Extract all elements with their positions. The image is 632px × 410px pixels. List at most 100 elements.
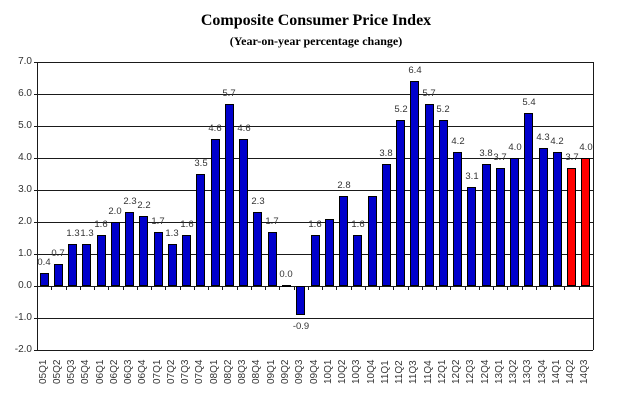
bar [453, 152, 462, 286]
bar-value-label: 1.6 [180, 219, 194, 230]
bar-value-label: 4.6 [237, 123, 251, 134]
axis-tick [94, 286, 95, 290]
y-axis-label: 4.0 [18, 152, 32, 163]
bar-value-label: 3.8 [379, 148, 393, 159]
bar-value-label: 4.2 [451, 136, 465, 147]
axis-tick [479, 286, 480, 290]
bar-value-label: 1.7 [151, 216, 165, 227]
x-axis-label: 05Q3 [66, 359, 77, 384]
bar-value-label: 1.7 [265, 216, 279, 227]
y-axis-label: -1.0 [14, 312, 32, 323]
bar [40, 273, 49, 286]
bar-value-label: 1.3 [165, 228, 179, 239]
y-axis-label: 3.0 [18, 184, 32, 195]
bar [253, 212, 262, 286]
axis-tick [322, 286, 323, 290]
x-axis-label: 14Q3 [579, 359, 590, 384]
axis-tick [351, 286, 352, 290]
bar-value-label: 3.1 [465, 171, 479, 182]
bar-value-label: 5.4 [522, 97, 536, 108]
x-axis-label: 06Q3 [123, 359, 134, 384]
bar-value-label: 1.3 [66, 228, 80, 239]
bar [410, 81, 419, 286]
x-axis-label: 08Q4 [251, 359, 262, 384]
bar [268, 232, 277, 286]
x-axis-label: 13Q2 [508, 359, 519, 384]
axis-tick [379, 286, 380, 290]
axis-tick [80, 286, 81, 290]
x-axis-label: 13Q3 [522, 359, 533, 384]
axis-tick [208, 286, 209, 290]
bar-value-label: 3.7 [565, 152, 579, 163]
x-axis-label: 12Q3 [465, 359, 476, 384]
x-axis-label: 14Q2 [565, 359, 576, 384]
bar [553, 152, 562, 286]
bar-value-label: 0.0 [279, 269, 293, 280]
bar [311, 235, 320, 286]
axis-tick [450, 286, 451, 290]
axis-tick [308, 286, 309, 290]
axis-tick [336, 286, 337, 290]
y-axis-label: 5.0 [18, 120, 32, 131]
gridline [34, 350, 593, 351]
x-axis-label: 08Q3 [237, 359, 248, 384]
bar [211, 139, 220, 286]
gridline [34, 126, 593, 127]
bar [111, 222, 120, 286]
axis-tick [536, 286, 537, 290]
bar-highlighted [567, 168, 576, 286]
axis-tick [165, 286, 166, 290]
x-axis-label: 12Q4 [480, 359, 491, 384]
plot-border-right [593, 62, 594, 350]
x-axis-label: 11Q4 [423, 360, 434, 384]
bar-highlighted [581, 158, 590, 286]
bar [182, 235, 191, 286]
axis-tick [436, 286, 437, 290]
bar [97, 235, 106, 286]
x-axis-label: 10Q1 [323, 359, 334, 384]
x-axis-label: 06Q2 [109, 359, 120, 384]
x-axis-label: 14Q1 [551, 359, 562, 384]
bar-value-label: 3.8 [479, 148, 493, 159]
bar [539, 148, 548, 286]
y-axis-label: 0.0 [18, 280, 32, 291]
bar [125, 212, 134, 286]
bar [139, 216, 148, 286]
bar-value-label: 2.3 [251, 196, 265, 207]
y-axis-label: 6.0 [18, 88, 32, 99]
axis-tick [593, 286, 594, 290]
axis-tick [51, 286, 52, 290]
x-axis-label: 06Q4 [137, 359, 148, 384]
bar [439, 120, 448, 286]
bar-value-label: 4.0 [508, 142, 522, 153]
axis-tick [137, 286, 138, 290]
x-axis-label: 09Q3 [294, 359, 305, 384]
gridline [34, 222, 593, 223]
axis-tick [393, 286, 394, 290]
x-axis-label: 08Q2 [223, 359, 234, 384]
bar-value-label: 4.2 [550, 136, 564, 147]
x-axis-label: 11Q3 [408, 360, 419, 384]
axis-tick [579, 286, 580, 290]
bar-value-label: 1.6 [94, 219, 108, 230]
plot-border-left [37, 62, 38, 350]
bar-value-label: 0.7 [51, 248, 65, 259]
bar [467, 187, 476, 286]
x-axis-label: 11Q2 [394, 360, 405, 384]
axis-tick [123, 286, 124, 290]
x-axis-label: 10Q2 [337, 359, 348, 384]
x-axis-label: 09Q1 [266, 359, 277, 384]
gridline [34, 286, 593, 287]
axis-tick [194, 286, 195, 290]
bar [154, 232, 163, 286]
bar [296, 286, 305, 315]
y-axis-label: 2.0 [18, 216, 32, 227]
bar-value-label: 3.5 [194, 158, 208, 169]
x-axis-label: 07Q4 [194, 359, 205, 384]
x-axis-label: 10Q4 [366, 359, 377, 384]
axis-tick [493, 286, 494, 290]
axis-tick [564, 286, 565, 290]
bar [325, 219, 334, 286]
x-axis-label: 07Q1 [152, 359, 163, 384]
gridline [34, 318, 593, 319]
